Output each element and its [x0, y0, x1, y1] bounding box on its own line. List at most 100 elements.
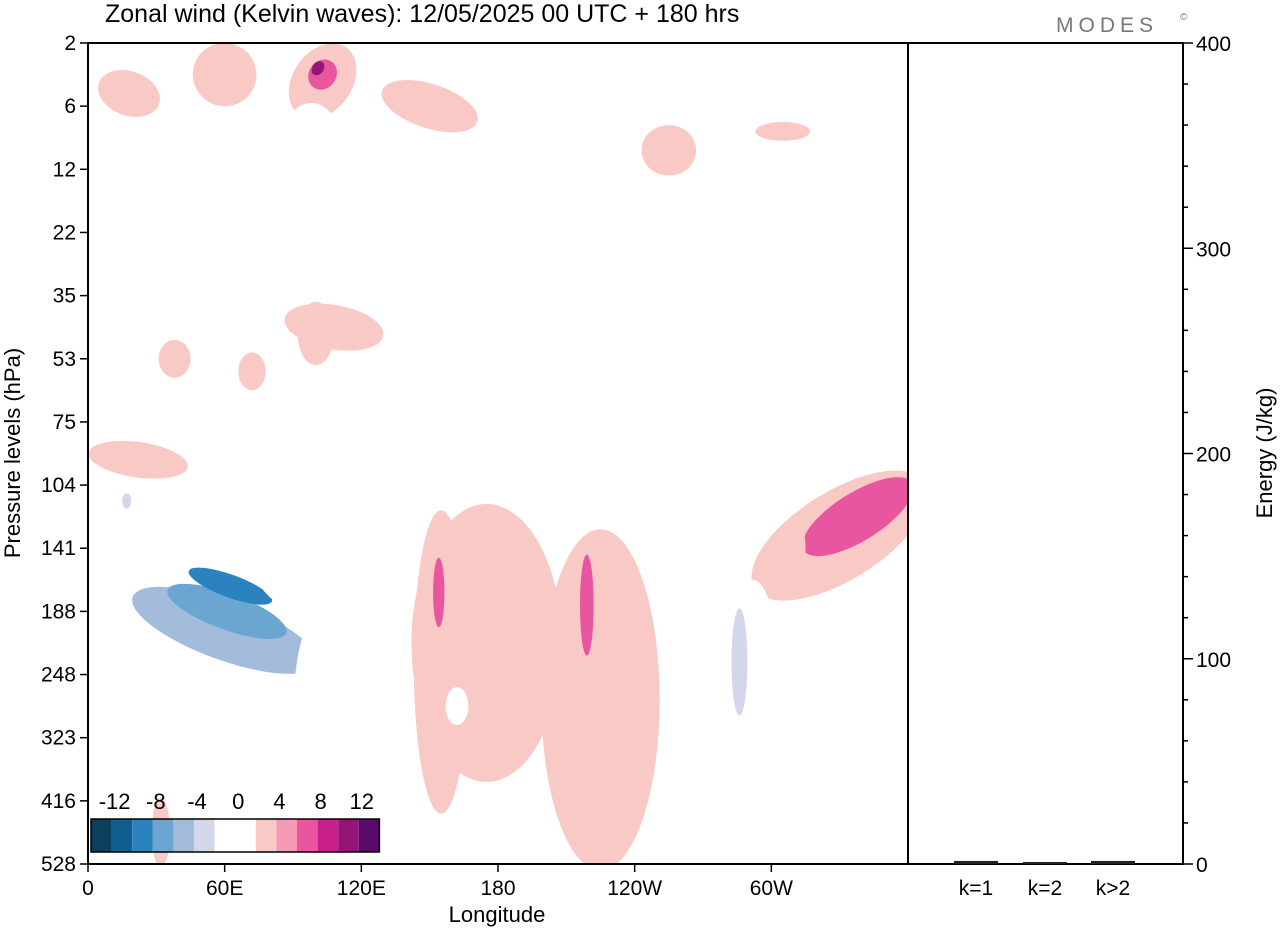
longitude-tick-label: 0 [82, 877, 94, 900]
energy-tick-label: 200 [1196, 444, 1231, 467]
colorbar-label: -4 [187, 789, 207, 814]
wind-region-westerly-top-100E-max [311, 61, 325, 76]
y-axis-label: Pressure levels (hPa) [0, 348, 25, 558]
colorbar-swatch [214, 819, 236, 852]
wind-region-westerly-mid-105E [297, 301, 334, 366]
wind-region-westerly-200W-main [541, 529, 660, 864]
colorbar-label: -12 [99, 789, 131, 814]
pressure-tick-label: 22 [53, 221, 76, 244]
wind-region-easterly-tongue-95E [293, 617, 339, 820]
modes-logo-mark: © [1180, 12, 1188, 23]
colorbar-label: 12 [350, 789, 374, 814]
colorbar-swatch [173, 819, 194, 852]
energy-tick-label: 0 [1196, 854, 1208, 877]
wind-region-westerly-upper-105E [284, 303, 384, 351]
colorbar-swatch [297, 819, 318, 852]
chart-title: Zonal wind (Kelvin waves): 12/05/2025 00… [105, 0, 739, 28]
pressure-tick-label: 6 [64, 95, 76, 118]
wind-region-easterly-core-65E-inner [188, 567, 273, 605]
colorbar-swatch [132, 819, 153, 852]
longitude-tick-label: 120W [607, 877, 662, 900]
colorbar-swatch [91, 819, 112, 852]
colorbar-swatch [235, 819, 256, 852]
energy-bar [954, 860, 998, 864]
energy-axis: 0 100 200 300 400 [1183, 33, 1231, 877]
wind-region-easterly-70W [723, 579, 783, 846]
pressure-tick-label: 248 [41, 664, 76, 687]
colorbar-swatch [338, 819, 359, 852]
wind-region-westerly-top-250 [641, 125, 697, 176]
energy-plot-frame [907, 42, 1184, 865]
colorbar-swatch [317, 819, 339, 852]
x-axis-label: Longitude [449, 902, 546, 927]
wind-region-easterly-core-65E [167, 583, 287, 639]
colorbar-swatch [111, 819, 133, 852]
wind-region-easterly-top-100E [283, 102, 339, 173]
colorbar-swatch [255, 819, 277, 852]
wind-region-easterly-top-265 [657, 58, 694, 103]
wind-region-easterly-bottom-160 [445, 687, 469, 726]
energy-category-label: k=1 [959, 877, 993, 900]
wind-region-westerly-jet-80W-core [802, 477, 908, 557]
longitude-tick-label: 60E [206, 877, 243, 900]
pressure-tick-label: 2 [64, 32, 76, 55]
pressure-tick-label: 12 [53, 158, 76, 181]
energy-bar [1023, 861, 1067, 864]
wind-region-easterly-upper-330 [798, 298, 845, 356]
pressure-tick-label: 323 [41, 727, 76, 750]
wind-region-easterly-east-edge [869, 661, 902, 852]
wind-region-westerly-150E-tower [413, 510, 469, 814]
pressure-tick-label: 188 [41, 600, 76, 623]
wind-region-easterly-spot-75hPa [122, 493, 132, 509]
colorbar-label: -8 [146, 789, 166, 814]
pressure-tick-label: 35 [53, 285, 76, 308]
energy-bar [1091, 860, 1135, 864]
wind-region-westerly-top-150E [381, 80, 478, 133]
wind-region-westerly-top-55E [192, 43, 257, 107]
wind-region-easterly-70W-core [731, 608, 748, 716]
pressure-tick-label: 53 [53, 348, 76, 371]
wind-region-easterly-band-75hPa-west [88, 488, 143, 546]
wind-region-easterly-top-140E [402, 125, 421, 214]
pressure-tick-label: 141 [41, 537, 76, 560]
wind-region-easterly-top-30E [124, 123, 189, 139]
energy-bars: k=1 k=2 k>2 [954, 860, 1135, 900]
pressure-tick-label: 416 [41, 790, 76, 813]
energy-tick-label: 400 [1196, 33, 1231, 56]
energy-category-label: k=2 [1028, 877, 1062, 900]
wind-field [88, 43, 908, 864]
wind-region-westerly-top-0 [98, 70, 160, 117]
pressure-tick-label: 528 [41, 853, 76, 876]
wind-region-easterly-upper-240 [632, 305, 660, 375]
wind-region-westerly-top-305 [755, 121, 811, 141]
wind-region-easterly-mid-270 [657, 437, 681, 508]
wind-region-westerly-peak-150E [433, 557, 445, 628]
wind-region-westerly-upper-40E [158, 339, 191, 378]
longitude-axis: 0 60E 120E 180 120W 60W [82, 864, 793, 900]
energy-tick-label: 100 [1196, 649, 1231, 672]
colorbar-frame [90, 818, 381, 853]
pressure-tick-label: 75 [53, 411, 76, 434]
colorbar-label: 4 [273, 789, 285, 814]
longitude-tick-label: 60W [750, 877, 793, 900]
colorbar-label: 0 [232, 789, 244, 814]
wind-region-westerly-upper-0 [88, 440, 188, 479]
energy-tick-label: 300 [1196, 238, 1231, 261]
longitude-tick-label: 180 [480, 877, 515, 900]
colorbar: -12 -8 -4 0 4 8 12 [90, 789, 381, 853]
colorbar-swatch [194, 819, 215, 852]
wind-region-westerly-spot-315 [796, 526, 806, 571]
wind-region-easterly-max-65E-141hPa [132, 586, 318, 674]
longitude-tick-label: 120E [337, 877, 386, 900]
pressure-axis: 2 6 12 22 35 53 75 104 141 188 248 323 416 528 [41, 32, 88, 876]
y2-axis-label: Energy (J/kg) [1252, 388, 1277, 519]
colorbar-swatch [276, 819, 297, 852]
wind-region-easterly-upper-95E [250, 507, 359, 614]
wind-region-westerly-peak-215 [580, 554, 594, 656]
modes-logo: MODES [1056, 14, 1158, 37]
pressure-tick-label: 104 [41, 474, 76, 497]
energy-category-label: k>2 [1096, 877, 1130, 900]
wind-region-easterly-top-310 [764, 44, 838, 80]
wind-region-westerly-upper-75E [238, 352, 266, 391]
